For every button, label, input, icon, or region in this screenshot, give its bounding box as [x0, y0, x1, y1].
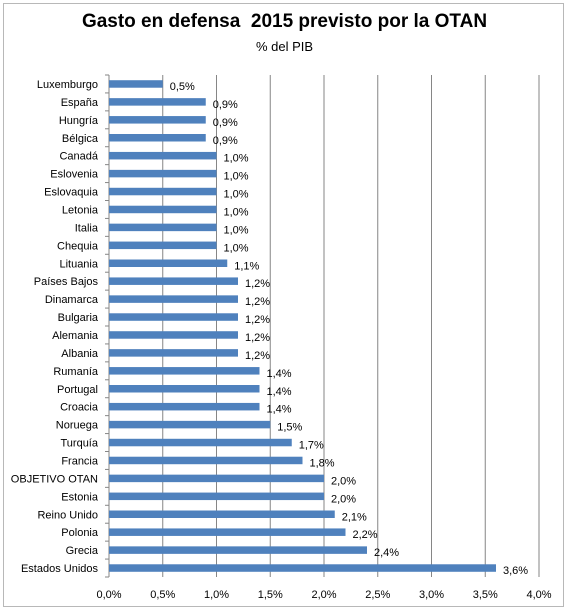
data-label: 1,4% — [267, 386, 292, 398]
category-label: Eslovaquia — [44, 187, 99, 199]
bar — [109, 420, 271, 429]
bar — [109, 367, 260, 375]
x-tick-label: 0,5% — [150, 589, 175, 601]
data-label: 1,2% — [245, 278, 270, 290]
category-label: Dinamarca — [45, 294, 99, 306]
data-label: 1,0% — [224, 171, 249, 183]
bar — [109, 259, 228, 267]
category-label: Grecia — [66, 545, 99, 557]
category-label: Bélgica — [62, 133, 99, 145]
category-label: Hungría — [59, 115, 99, 127]
x-tick-label: 1,5% — [258, 589, 283, 601]
data-label: 2,0% — [331, 493, 356, 505]
bar — [109, 456, 303, 465]
category-label: Bulgaria — [58, 312, 99, 324]
chart-frame — [3, 3, 564, 607]
data-label: 1,8% — [310, 457, 335, 469]
bar — [109, 349, 238, 357]
data-label: 2,0% — [331, 475, 356, 487]
bar — [109, 492, 324, 501]
category-label: Estonia — [61, 491, 99, 503]
data-label: 2,4% — [374, 547, 399, 559]
category-label: Polonia — [61, 527, 99, 539]
bar — [109, 187, 217, 196]
bar — [109, 295, 238, 303]
category-label: Noruega — [56, 420, 99, 432]
category-label: Reino Unido — [37, 509, 98, 521]
bar — [109, 151, 217, 160]
category-label: Croacia — [60, 402, 99, 414]
bar — [109, 313, 238, 321]
category-label: Luxemburgo — [37, 79, 98, 91]
data-label: 1,2% — [245, 296, 270, 308]
data-label: 2,2% — [353, 529, 378, 541]
data-label: 1,5% — [277, 422, 302, 434]
bar — [109, 116, 206, 124]
category-label: Chequia — [57, 240, 99, 252]
data-label: 1,0% — [224, 153, 249, 165]
data-label: 0,9% — [213, 135, 238, 147]
x-tick-label: 3,0% — [419, 589, 444, 601]
category-label: OBJETIVO OTAN — [11, 473, 98, 485]
data-label: 1,2% — [245, 350, 270, 362]
chart-title: Gasto en defensa 2015 previsto por la OT… — [81, 11, 488, 32]
bar — [109, 564, 496, 572]
x-tick-label: 4,0% — [526, 589, 551, 601]
data-label: 1,2% — [245, 332, 270, 344]
category-label: Francia — [61, 455, 99, 467]
bar — [109, 241, 217, 250]
data-label: 1,2% — [245, 314, 270, 326]
category-label: Italia — [75, 222, 99, 234]
x-tick-label: 2,5% — [365, 589, 390, 601]
data-label: 1,4% — [267, 368, 292, 380]
data-label: 0,5% — [170, 81, 195, 93]
bar — [109, 438, 292, 447]
category-label: Turquía — [60, 438, 98, 450]
bar — [109, 80, 163, 88]
x-tick-label: 1,0% — [204, 589, 229, 601]
x-tick-label: 0,0% — [96, 589, 121, 601]
bar — [109, 510, 335, 518]
category-label: Países Bajos — [34, 276, 99, 288]
data-label: 2,1% — [342, 511, 367, 523]
x-tick-label: 2,0% — [311, 589, 336, 601]
category-label: Alemania — [52, 330, 99, 342]
data-label: 1,0% — [224, 206, 249, 218]
bar — [109, 277, 238, 285]
category-label: Estados Unidos — [21, 563, 99, 575]
bar — [109, 134, 206, 142]
bar — [109, 385, 260, 393]
bar — [109, 331, 238, 339]
data-label: 0,9% — [213, 117, 238, 129]
bar — [109, 205, 217, 214]
category-label: Albania — [61, 348, 99, 360]
x-tick-label: 3,5% — [473, 589, 498, 601]
category-label: Letonia — [62, 204, 99, 216]
bar — [109, 402, 260, 411]
category-label: Canadá — [59, 151, 98, 163]
category-label: España — [61, 97, 99, 109]
bar — [109, 528, 346, 536]
data-label: 1,7% — [299, 440, 324, 452]
category-label: Rumanía — [53, 366, 99, 378]
data-label: 1,4% — [267, 404, 292, 416]
bar — [109, 169, 217, 178]
category-label: Lituania — [59, 258, 98, 270]
data-label: 0,9% — [213, 99, 238, 111]
data-label: 1,0% — [224, 242, 249, 254]
bar — [109, 546, 367, 554]
bar — [109, 98, 206, 106]
bar — [109, 474, 324, 483]
category-label: Eslovenia — [50, 169, 99, 181]
chart-subtitle: % del PIB — [255, 39, 314, 54]
bar — [109, 223, 217, 232]
data-label: 3,6% — [503, 565, 528, 577]
category-label: Portugal — [57, 384, 98, 396]
data-label: 1,1% — [234, 260, 259, 272]
data-label: 1,0% — [224, 189, 249, 201]
data-label: 1,0% — [224, 224, 249, 236]
